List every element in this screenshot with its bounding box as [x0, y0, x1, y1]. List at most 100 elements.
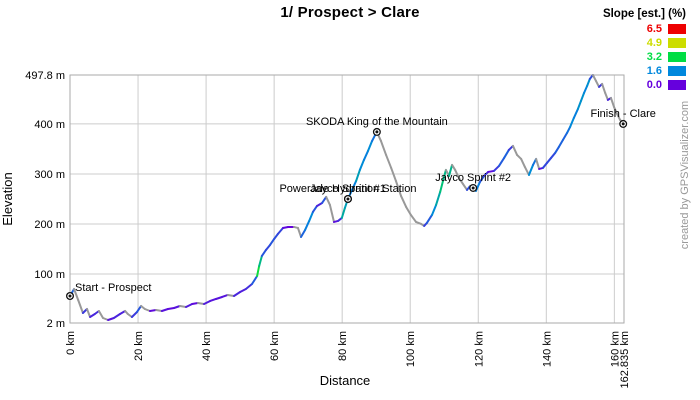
y-tick-label: 100 m	[34, 269, 65, 281]
legend-rows: 6.5 4.9 3.2 1.6 0.0	[603, 23, 686, 91]
elevation-segment	[251, 274, 259, 285]
waypoint-marker-ring	[470, 185, 476, 191]
elevation-segment	[454, 168, 460, 179]
elevation-segment	[604, 91, 609, 101]
elevation-segment	[328, 203, 336, 223]
elevation-segment	[160, 307, 169, 312]
x-tick-label: 40 km	[201, 331, 213, 361]
elevation-segment	[492, 164, 501, 172]
elevation-segment	[541, 161, 548, 169]
waypoint-label: Jayco Sprint #2	[435, 172, 511, 184]
elevation-segment	[276, 226, 284, 235]
elevation-segment	[264, 243, 272, 251]
y-tick-label: 300 m	[34, 169, 65, 181]
elevation-segment	[214, 295, 224, 300]
x-axis-title: Distance	[320, 373, 371, 388]
elevation-segment	[260, 248, 267, 257]
elevation-segment	[107, 316, 115, 321]
elevation-segment	[523, 165, 530, 176]
elevation-segment	[185, 302, 194, 308]
legend-value: 0.0	[646, 79, 662, 91]
legend-swatch	[668, 52, 686, 62]
y-tick-label: 497.8 m	[25, 70, 65, 82]
y-tick-label: 2 m	[47, 318, 65, 330]
elevation-segment	[566, 125, 572, 134]
elevation-segment	[609, 96, 616, 108]
x-tick-label: 160 km	[609, 331, 621, 367]
legend-swatch	[668, 24, 686, 34]
elevation-segment	[166, 306, 176, 310]
elevation-segment	[209, 297, 217, 302]
waypoint-marker-ring	[345, 196, 351, 202]
x-tick-label: 100 km	[405, 331, 417, 367]
elevation-segment	[439, 178, 445, 193]
elevation-segment	[321, 195, 328, 204]
elevation-segment	[232, 290, 242, 297]
elevation-segment	[527, 163, 535, 176]
legend-row: 4.9	[603, 38, 686, 49]
elevation-segment	[448, 163, 454, 177]
x-tick-label: 120 km	[473, 331, 485, 367]
elevation-segment	[97, 309, 105, 319]
elevation-segment	[498, 156, 506, 167]
elevation-segment	[355, 168, 361, 182]
elevation-segment	[371, 133, 377, 142]
legend-value: 6.5	[646, 23, 662, 35]
elevation-segment	[442, 168, 447, 181]
elevation-segment	[594, 79, 601, 88]
legend-row: 3.2	[603, 52, 686, 63]
elevation-segment	[256, 264, 261, 277]
x-tick-label: 140 km	[541, 331, 553, 367]
legend-swatch	[668, 38, 686, 48]
x-tick-label: 80 km	[337, 331, 349, 361]
elevation-segment	[409, 213, 418, 223]
elevation-segment	[572, 107, 579, 119]
elevation-segment	[550, 151, 557, 159]
elevation-segment	[583, 84, 589, 94]
waypoint-marker	[372, 127, 381, 136]
y-tick-label: 200 m	[34, 219, 65, 231]
elevation-segment	[226, 293, 235, 297]
elevation-segment	[557, 138, 564, 148]
x-tick-label: 162.835 km	[619, 331, 631, 388]
elevation-segment	[203, 299, 212, 305]
elevation-segment	[86, 307, 92, 318]
y-tick-label: 400 m	[34, 119, 65, 131]
elevation-segment	[221, 293, 229, 298]
elevation-segment	[616, 112, 622, 121]
elevation-segment	[351, 179, 358, 191]
waypoint-marker	[469, 183, 478, 192]
elevation-segment	[73, 287, 80, 301]
elevation-segment	[385, 153, 393, 169]
x-tick-label: 20 km	[133, 331, 145, 361]
elevation-segment	[580, 91, 586, 102]
elevation-segment	[576, 99, 583, 110]
elevation-segment	[430, 203, 438, 216]
elevation-segment	[601, 82, 607, 94]
elevation-segment	[358, 158, 365, 171]
elevation-segment	[503, 148, 510, 159]
elevation-segment	[311, 204, 319, 213]
legend-row: 1.6	[603, 66, 686, 77]
waypoint-marker-ring	[620, 121, 626, 127]
plot-border	[69, 74, 625, 324]
elevation-segment	[340, 206, 346, 219]
elevation-segment	[196, 301, 206, 305]
elevation-segment	[554, 145, 560, 154]
slope-legend: Slope [est.] (%) 6.5 4.9 3.2 1.6 0.0	[603, 8, 686, 91]
waypoint-marker	[619, 119, 628, 128]
elevation-segment	[591, 74, 597, 82]
elevation-segment	[269, 237, 276, 246]
elevation-segment	[569, 116, 575, 128]
elevation-segment	[77, 298, 84, 314]
chart-title: 1/ Prospect > Clare	[280, 4, 420, 21]
waypoint-marker	[66, 291, 74, 300]
elevation-segment	[178, 304, 188, 308]
x-tick-label: 0 km	[65, 331, 77, 355]
elevation-segment	[379, 139, 388, 156]
elevation-segment	[112, 312, 122, 319]
elevation-segment	[148, 308, 158, 312]
waypoint-label: Finish - Clare	[590, 108, 655, 120]
